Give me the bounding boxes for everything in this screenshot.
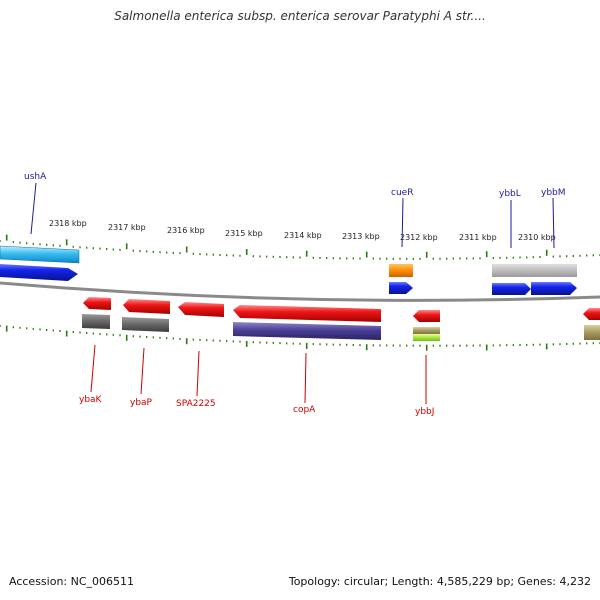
feature-ybbM-cds[interactable] (531, 282, 577, 295)
gene-label-ybbJ[interactable]: ybbJ (415, 407, 434, 417)
leader-ybaP (140, 347, 145, 395)
feature-copA-cds[interactable] (233, 305, 381, 322)
organism-title: Salmonella enterica subsp. enterica sero… (114, 9, 486, 23)
leader-ushA (30, 182, 37, 235)
scale-label-2314: 2314 kbp (284, 231, 322, 240)
scale-label-2310: 2310 kbp (518, 233, 556, 242)
feature-ybbJ-cds[interactable] (413, 310, 440, 322)
feature-ushA-cds[interactable] (0, 264, 78, 281)
feature-ybaK-cds[interactable] (83, 297, 111, 310)
genome-backbone (0, 281, 600, 302)
scale-label-2317: 2317 kbp (108, 223, 146, 232)
gene-label-ybaK[interactable]: ybaK (79, 395, 103, 405)
feature-cueR-cds[interactable] (389, 282, 413, 294)
feature-ushA-cyan[interactable] (0, 245, 80, 264)
gene-label-cueR[interactable]: cueR (391, 188, 413, 198)
scale-ticks-top (0, 234, 600, 260)
scale-label-2316: 2316 kbp (167, 226, 205, 235)
gene-label-ybaP[interactable]: ybaP (130, 398, 153, 408)
leader-copA (304, 352, 307, 404)
feature-ybaK-gray[interactable] (82, 314, 110, 329)
feature-cueR-orange[interactable] (389, 264, 413, 277)
gene-label-ushA[interactable]: ushA (24, 172, 47, 182)
leader-SPA2225 (196, 350, 200, 397)
feature-SPA2225-cds[interactable] (178, 302, 224, 317)
scale-label-2312: 2312 kbp (400, 233, 438, 242)
gene-label-copA[interactable]: copA (293, 405, 316, 415)
leader-ybbM (552, 197, 555, 249)
feature-ybbL-ybbM-lightgray[interactable] (492, 264, 577, 277)
scale-ticks-bottom (0, 325, 600, 351)
gene-label-SPA2225[interactable]: SPA2225 (176, 399, 216, 409)
feature-ybbL-cds[interactable] (492, 283, 531, 295)
feature-ybaP-cds[interactable] (123, 299, 170, 314)
feature-copA-purple[interactable] (233, 322, 381, 340)
gene-label-ybbM[interactable]: ybbM (541, 188, 566, 198)
feature-ybbJ-olive[interactable] (413, 327, 440, 334)
scale-label-2318: 2318 kbp (49, 219, 87, 228)
scale-label-2313: 2313 kbp (342, 232, 380, 241)
accession-text: Accession: NC_006511 (9, 575, 135, 588)
feature-edge-right-olive[interactable] (584, 325, 600, 340)
feature-ybaP-gray[interactable] (122, 317, 169, 332)
feature-edge-right-cds[interactable] (583, 308, 600, 320)
feature-ybbJ-green[interactable] (413, 334, 440, 341)
scale-label-2311: 2311 kbp (459, 233, 497, 242)
leader-ybaK (90, 344, 96, 393)
leader-cueR (401, 197, 404, 248)
scale-label-2315: 2315 kbp (225, 229, 263, 238)
gene-label-ybbL[interactable]: ybbL (499, 189, 521, 199)
genome-summary-text: Topology: circular; Length: 4,585,229 bp… (288, 575, 591, 588)
